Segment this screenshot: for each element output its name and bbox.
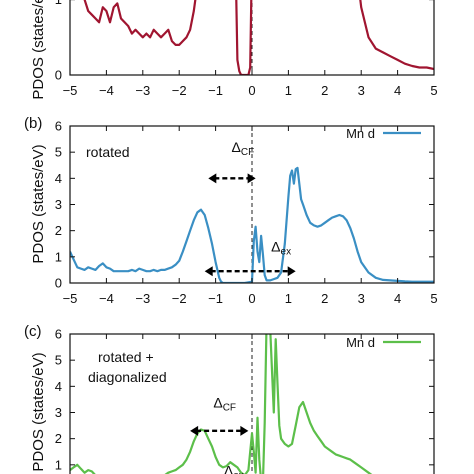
y-tick-label: 3 (55, 405, 62, 420)
x-tick-label: 3 (358, 291, 365, 306)
x-tick-label: −3 (135, 291, 150, 306)
x-tick-label: −2 (172, 291, 187, 306)
delta-ex-arrowhead-right (287, 266, 296, 277)
y-tick-label: 5 (55, 353, 62, 368)
x-tick-label: −2 (172, 83, 187, 98)
y-tick-label: 1 (55, 457, 62, 472)
y-tick-label: 6 (55, 327, 62, 342)
legend-label: Mn d (346, 126, 375, 141)
delta-cf-arrowhead-left (190, 425, 199, 436)
delta-ex-label: Δex (271, 239, 291, 258)
panel-1: −5−4−3−2−1012345012PDOS (states/eV) (30, 0, 438, 100)
panel-annotation: rotated (86, 144, 130, 160)
x-tick-label: 1 (285, 83, 292, 98)
delta-ex-arrowhead-left (204, 266, 213, 277)
x-tick-label: −3 (135, 83, 150, 98)
x-tick-label: −5 (63, 83, 78, 98)
panel-label: (b) (24, 115, 42, 132)
x-tick-label: −4 (99, 83, 114, 98)
x-tick-label: 2 (321, 83, 328, 98)
y-tick-label: 5 (55, 145, 62, 160)
x-tick-label: 2 (321, 291, 328, 306)
y-tick-label: 2 (55, 431, 62, 446)
x-tick-label: 3 (358, 83, 365, 98)
y-tick-label: 3 (55, 197, 62, 212)
x-tick-label: 5 (430, 83, 437, 98)
y-tick-label: 4 (55, 379, 62, 394)
legend-label: Mn d (346, 335, 375, 350)
mn-d-pdos-curve (70, 334, 373, 474)
x-tick-label: 5 (430, 291, 437, 306)
panel-annotation: rotated + (98, 349, 154, 365)
y-tick-label: 6 (55, 119, 62, 134)
x-tick-label: 1 (285, 291, 292, 306)
delta-cf-arrowhead-right (240, 425, 249, 436)
x-tick-label: −1 (208, 83, 223, 98)
delta-cf-label: ΔCF (232, 139, 255, 158)
delta-cf-arrowhead-left (208, 173, 217, 184)
delta-cf-label: ΔCF (213, 394, 236, 413)
x-tick-label: 4 (394, 83, 401, 98)
mn-d-pdos-curve (83, 0, 434, 75)
y-axis-label: PDOS (states/eV) (30, 144, 47, 263)
delta-cf-arrowhead-right (247, 173, 256, 184)
y-tick-label: 0 (55, 68, 62, 83)
x-tick-label: −5 (63, 291, 78, 306)
y-tick-label: 1 (55, 0, 62, 7)
y-tick-label: 0 (55, 276, 62, 291)
panel-3: 1 2 3 4 5 6 PDOS (states/eV) (c) Mn d rotated + di… (24, 323, 435, 474)
mn-d-pdos-curve (70, 166, 434, 283)
delta-ex-label: Δex (224, 462, 244, 474)
panel-annotation: diagonalized (88, 369, 167, 385)
x-tick-label: 0 (248, 83, 255, 98)
y-tick-label: 4 (55, 171, 62, 186)
y-axis-label: PDOS (states/eV) (30, 0, 47, 100)
y-tick-label: 2 (55, 223, 62, 238)
y-axis-label: PDOS (states/eV) (30, 352, 47, 471)
x-tick-label: 0 (248, 291, 255, 306)
panel-label: (c) (24, 323, 42, 340)
x-tick-label: −1 (208, 291, 223, 306)
panel-2: −5 −4 −3 −2 −1 0 1 2 3 4 5 0 1 2 3 4 5 6 PDOS (states/eV) (… (24, 115, 438, 306)
y-tick-label: 1 (55, 249, 62, 264)
x-tick-label: 4 (394, 291, 401, 306)
x-tick-label: −4 (99, 291, 114, 306)
